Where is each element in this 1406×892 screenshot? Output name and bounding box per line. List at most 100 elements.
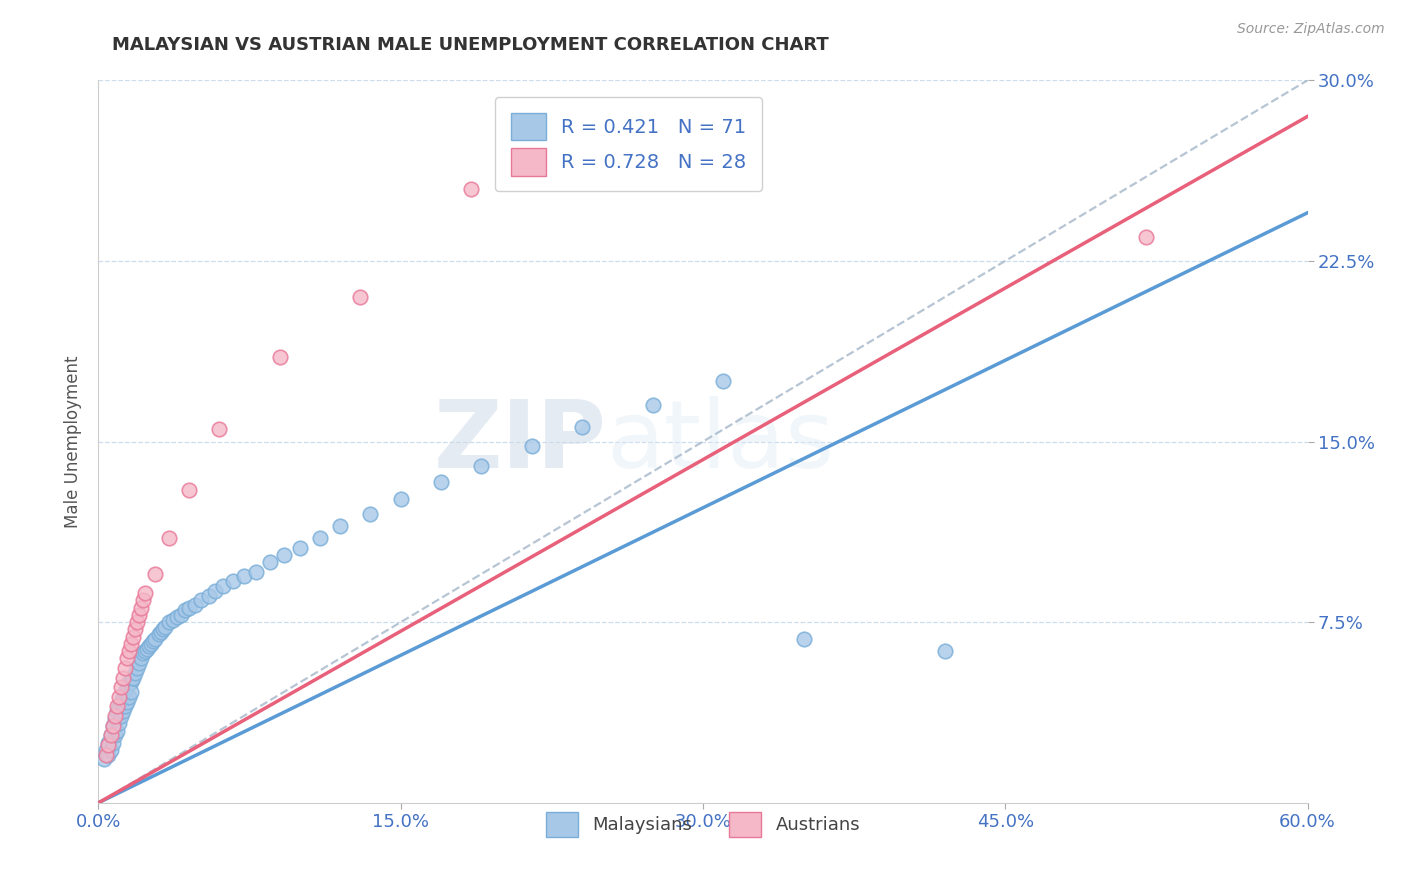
Point xyxy=(198,589,221,603)
Point xyxy=(157,615,180,630)
Point xyxy=(100,728,122,742)
Point xyxy=(96,743,118,757)
Point xyxy=(101,719,124,733)
Point xyxy=(125,615,148,630)
Legend: Malaysians, Austrians: Malaysians, Austrians xyxy=(538,805,868,845)
Point xyxy=(184,599,207,613)
Point xyxy=(139,637,162,651)
Point xyxy=(174,603,197,617)
Point xyxy=(111,671,134,685)
Point xyxy=(934,644,956,658)
Point xyxy=(148,627,170,641)
Point xyxy=(120,637,142,651)
Point xyxy=(118,675,141,690)
Point xyxy=(349,290,371,304)
Point xyxy=(129,600,152,615)
Point xyxy=(128,656,150,670)
Point xyxy=(143,632,166,646)
Point xyxy=(125,661,148,675)
Point xyxy=(107,699,129,714)
Point xyxy=(128,607,150,622)
Text: ZIP: ZIP xyxy=(433,395,606,488)
Point xyxy=(101,719,124,733)
Point xyxy=(124,665,146,680)
Point xyxy=(111,690,134,704)
Point xyxy=(97,735,120,749)
Point xyxy=(162,613,184,627)
Point xyxy=(149,624,172,639)
Point xyxy=(245,565,267,579)
Point xyxy=(470,458,492,473)
Point xyxy=(389,492,412,507)
Point xyxy=(190,593,212,607)
Point xyxy=(115,695,138,709)
Point xyxy=(138,639,160,653)
Point xyxy=(329,518,352,533)
Text: Source: ZipAtlas.com: Source: ZipAtlas.com xyxy=(1237,22,1385,37)
Point xyxy=(101,735,124,749)
Point xyxy=(259,555,281,569)
Point xyxy=(232,569,254,583)
Point xyxy=(273,548,295,562)
Point xyxy=(179,483,201,497)
Point xyxy=(179,600,201,615)
Point xyxy=(309,531,332,545)
Point xyxy=(107,716,129,731)
Point xyxy=(103,709,125,723)
Point xyxy=(97,747,120,762)
Point xyxy=(143,567,166,582)
Point xyxy=(93,752,115,766)
Point xyxy=(152,623,174,637)
Point xyxy=(120,675,142,690)
Point xyxy=(212,579,235,593)
Point xyxy=(115,651,138,665)
Point xyxy=(288,541,311,555)
Point xyxy=(114,661,136,675)
Point xyxy=(103,712,125,726)
Point xyxy=(460,181,482,195)
Point xyxy=(118,690,141,704)
Y-axis label: Male Unemployment: Male Unemployment xyxy=(63,355,82,528)
Point xyxy=(105,704,128,718)
Point xyxy=(105,699,128,714)
Point xyxy=(142,634,165,648)
Point xyxy=(97,738,120,752)
Point xyxy=(121,630,143,644)
Point xyxy=(96,747,118,762)
Point xyxy=(571,420,593,434)
Point xyxy=(132,647,155,661)
Point xyxy=(134,586,156,600)
Point xyxy=(121,671,143,685)
Point xyxy=(103,728,125,742)
Point xyxy=(520,439,543,453)
Point xyxy=(793,632,815,646)
Point xyxy=(1135,230,1157,244)
Point xyxy=(110,680,132,694)
Text: MALAYSIAN VS AUSTRIAN MALE UNEMPLOYMENT CORRELATION CHART: MALAYSIAN VS AUSTRIAN MALE UNEMPLOYMENT … xyxy=(112,36,830,54)
Point xyxy=(641,398,664,412)
Point xyxy=(430,475,453,490)
Point xyxy=(114,699,136,714)
Point xyxy=(129,651,152,665)
Point xyxy=(124,623,146,637)
Point xyxy=(110,709,132,723)
Point xyxy=(208,422,231,436)
Point xyxy=(107,690,129,704)
Point xyxy=(135,641,157,656)
Point xyxy=(105,723,128,738)
Point xyxy=(111,704,134,718)
Point xyxy=(157,531,180,545)
Point xyxy=(115,680,138,694)
Point xyxy=(100,743,122,757)
Point xyxy=(222,574,245,589)
Text: atlas: atlas xyxy=(606,395,835,488)
Point xyxy=(269,350,291,364)
Point xyxy=(134,644,156,658)
Point xyxy=(132,593,155,607)
Point xyxy=(110,695,132,709)
Point xyxy=(166,610,188,624)
Point xyxy=(170,607,193,622)
Point xyxy=(120,685,142,699)
Point xyxy=(711,374,734,388)
Point xyxy=(114,685,136,699)
